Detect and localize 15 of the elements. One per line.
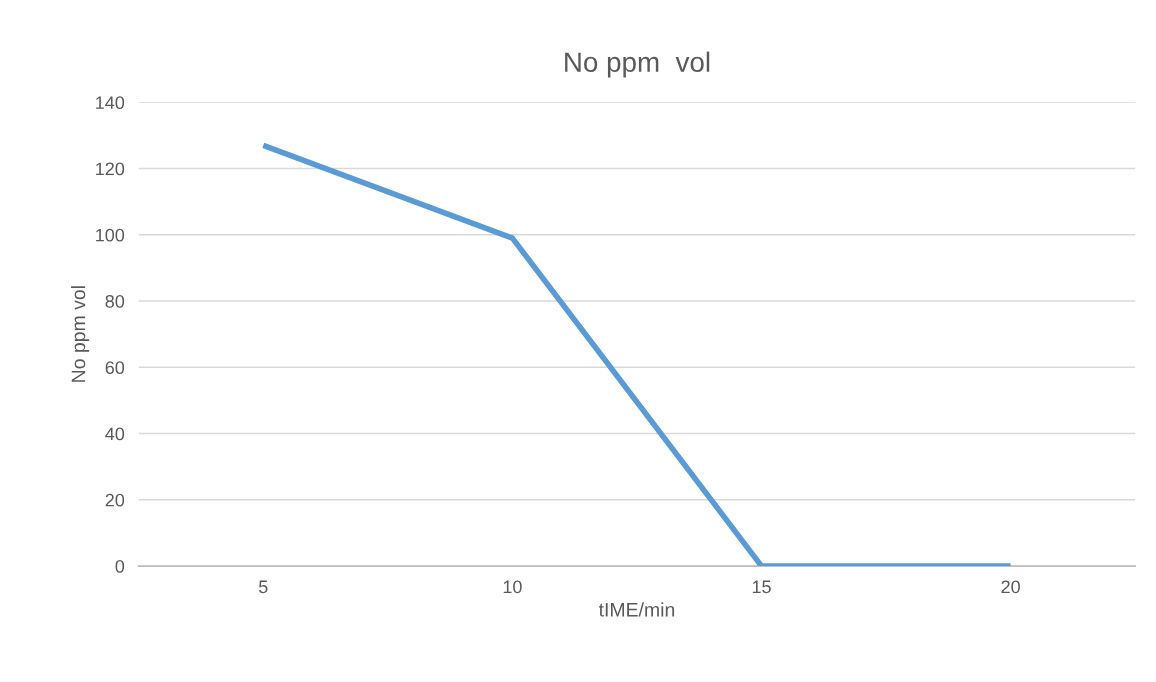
y-tick-label: 60 — [105, 361, 125, 375]
y-tick-label: 0 — [115, 559, 125, 573]
chart-title: No ppm vol — [565, 51, 710, 78]
x-axis-title: tIME/min — [598, 602, 675, 617]
y-axis-title: No ppm vol — [71, 286, 90, 382]
y-tick-label: 20 — [105, 493, 125, 507]
x-tick-label: 5 — [258, 580, 268, 594]
y-tick-label: 100 — [96, 228, 125, 242]
y-tick-label: 40 — [105, 427, 125, 441]
x-tick-label: 10 — [503, 580, 522, 594]
y-tick-label: 80 — [105, 294, 125, 308]
y-tick-label: 140 — [96, 96, 125, 110]
y-tick-label: 120 — [96, 162, 125, 176]
x-tick-label: 15 — [752, 580, 771, 594]
x-tick-label: 20 — [1001, 580, 1020, 594]
